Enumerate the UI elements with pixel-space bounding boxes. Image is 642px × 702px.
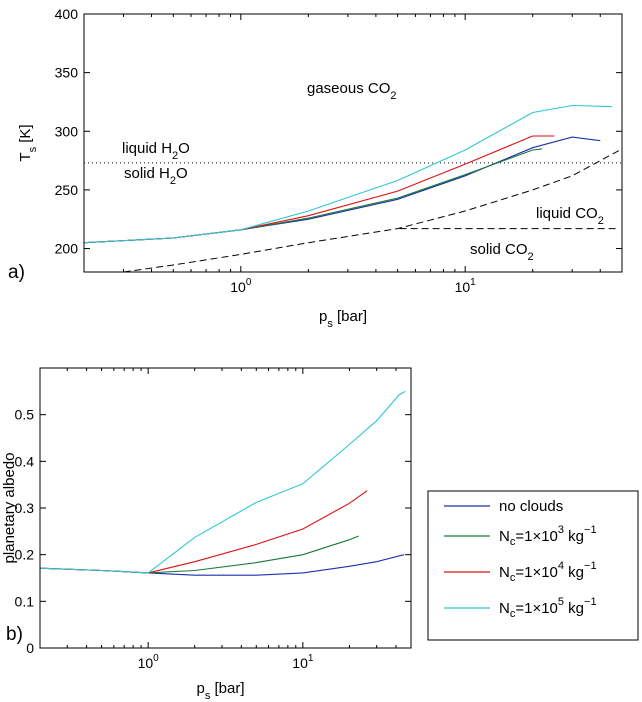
panel-b-xlabel-sub: s [205, 690, 211, 702]
annotation-solid-co2-main: solid CO [470, 241, 528, 258]
panel-a-xlabel: ps [bar] [319, 308, 367, 330]
legend-entry-unit: kg [564, 528, 584, 545]
panel-b-xtick-label: 101 [292, 653, 314, 671]
panel-b-xtick-label-base: 10 [292, 655, 308, 671]
panel-b-xlabel: ps [bar] [196, 680, 244, 702]
annotation-liquid-co2-sub: 2 [598, 215, 604, 227]
panel-a-ytick-label: 200 [55, 241, 79, 257]
legend-entry-main: N [499, 528, 510, 545]
annotation-solid-h2o-tail: O [176, 165, 188, 182]
legend-entry-value: =1×10 [515, 564, 558, 581]
panel-b-ytick-label: 0.5 [15, 407, 35, 423]
panel-a-ytick-label: 400 [55, 6, 79, 22]
albedo-series-line-4 [40, 390, 406, 574]
legend-entry-3: Nc=1×104 kg−1 [499, 560, 597, 584]
temperature-series-line-4 [84, 104, 612, 244]
annotation-solid-h2o: solid H2O [124, 165, 188, 187]
legend-entry-unit: kg [564, 564, 584, 581]
legend-entry-value: =1×10 [515, 528, 558, 545]
panel-b-ytick-label: 0.4 [15, 453, 35, 469]
annotation-liquid-h2o-sub: 2 [172, 150, 178, 162]
panel-b-xlabel-main: p [196, 680, 204, 697]
annotation-liquid-co2-main: liquid CO [536, 205, 598, 222]
legend-entry-exp: 3 [558, 524, 564, 536]
legend-entry-exp: 4 [558, 560, 564, 572]
legend-entry-sub: c [510, 608, 516, 620]
panel-b-ytick-label: 0 [26, 640, 34, 656]
legend-entry-sub: c [510, 536, 516, 548]
legend-entry-main: N [499, 600, 510, 617]
panel-b-xtick-label: 100 [138, 653, 160, 671]
panel-a-xtick-label: 101 [455, 277, 477, 295]
annotation-liquid-h2o-main: liquid H [122, 140, 172, 157]
annotation-liquid-h2o: liquid H2O [122, 140, 190, 162]
panel-b-xtick-label-exp: 0 [153, 653, 159, 664]
legend-entry-main: N [499, 564, 510, 581]
panel-a-xlabel-sub: s [327, 318, 333, 330]
legend-entry-name: no clouds [499, 498, 563, 515]
panel-b-plot [40, 390, 406, 576]
panel-b-ytick-label: 0.3 [15, 500, 35, 516]
annotation-liquid-co2: liquid CO2 [536, 205, 604, 227]
panel-a-ytick-label: 300 [55, 123, 79, 139]
legend-entry-unit-exp: −1 [584, 560, 597, 572]
panel-b-ylabel: planetary albedo [1, 453, 18, 564]
annotation-gaseous-co2: gaseous CO2 [307, 80, 397, 102]
panel-b-frame [39, 367, 412, 649]
panel-b-xtick-label-base: 10 [138, 655, 154, 671]
panel-a-xlabel-unit: [bar] [333, 308, 367, 325]
annotation-solid-co2: solid CO2 [470, 241, 534, 263]
legend-entry-4: Nc=1×105 kg−1 [499, 596, 597, 620]
co2-saturation-curve [123, 148, 622, 272]
panel-a-ylabel-sub: s [27, 146, 39, 152]
legend-entry-2: Nc=1×103 kg−1 [499, 524, 597, 548]
panel-a-label: a) [8, 262, 25, 283]
panel-a-ytick-label: 350 [55, 65, 79, 81]
panel-b-ytick-label: 0.1 [15, 593, 35, 609]
panel-a-xlabel-main: p [319, 308, 327, 325]
panel-a-ylabel-main: T [17, 152, 34, 161]
annotation-solid-h2o-sub: 2 [170, 175, 176, 187]
panel-a-plot [84, 104, 622, 272]
panel-a-xtick-label: 100 [230, 277, 252, 295]
albedo-series-line-1 [40, 554, 405, 576]
annotation-gaseous-co2-main: gaseous CO [307, 80, 390, 97]
panel-a-ylabel-unit: [K] [17, 124, 34, 147]
panel-b-xtick-label-exp: 1 [308, 653, 314, 664]
panel-b-minor-ticks [39, 368, 412, 648]
annotation-solid-h2o-main: solid H [124, 165, 170, 182]
legend-entry-1: no clouds [499, 498, 563, 515]
legend-entry-unit-exp: −1 [584, 524, 597, 536]
legend-entry-exp: 5 [558, 596, 564, 608]
panel-a-ytick-label: 250 [55, 182, 79, 198]
legend-entry-sub: c [510, 572, 516, 584]
legend-box [427, 490, 639, 641]
panel-a-xtick-label-base: 10 [455, 279, 471, 295]
panel-b-ytick-label: 0.2 [15, 547, 35, 563]
panel-b-xlabel-unit: [bar] [210, 680, 244, 697]
annotation-solid-co2-sub: 2 [528, 251, 534, 263]
legend-entry-unit-exp: −1 [584, 596, 597, 608]
legend-entry-value: =1×10 [515, 600, 558, 617]
legend-entry-unit: kg [564, 600, 584, 617]
annotation-liquid-h2o-tail: O [178, 140, 190, 157]
panel-a-xtick-label-exp: 0 [246, 277, 252, 288]
panel-a-ylabel: Ts [K] [17, 124, 39, 161]
panel-b-label: b) [6, 624, 23, 645]
panel-a-frame [83, 13, 623, 273]
panel-a-xtick-label-exp: 1 [470, 277, 476, 288]
annotation-gaseous-co2-sub: 2 [390, 90, 396, 102]
albedo-series-line-2 [40, 535, 360, 574]
panel-a-xtick-label-base: 10 [230, 279, 246, 295]
